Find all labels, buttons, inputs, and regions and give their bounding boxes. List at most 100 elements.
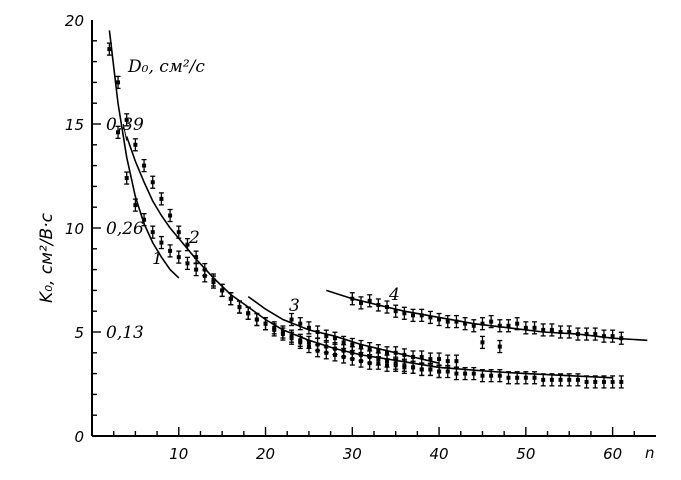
y-tick-label: 0 [74,428,84,446]
data-point-series-2 [280,325,286,339]
data-point-series-1 [479,369,485,383]
point-marker [393,350,398,355]
data-point-series-4 [367,294,373,308]
data-point-series-1 [132,198,138,212]
point-marker [246,311,251,316]
x-tick-label: 20 [256,445,275,463]
data-point-series-4 [601,329,607,343]
y2-tick-label: 0,26 [106,219,144,239]
point-marker [176,230,181,235]
data-point-series-1 [115,125,121,139]
point-marker [454,371,459,376]
data-point-series-1 [471,366,477,381]
curve-label-1: 1 [152,249,163,269]
point-marker [428,315,433,320]
data-point-series-1 [488,369,494,383]
data-point-series-2 [158,192,164,206]
data-point-series-2 [297,333,303,347]
data-point-series-4 [375,298,381,312]
point-marker [497,344,502,349]
data-point-series-3 [323,329,329,343]
x-tick-label: 30 [343,445,362,463]
point-marker [385,350,390,355]
point-marker [445,369,450,374]
data-point-series-1 [601,375,607,389]
data-point-series-4 [575,327,581,341]
data-point-series-2 [132,138,138,152]
data-point-series-2 [210,273,216,287]
point-marker [272,325,277,330]
data-point-series-4 [592,327,598,341]
data-point-series-4 [584,327,590,341]
data-point-series-2 [263,317,269,331]
data-point-series-3 [358,339,364,354]
y-tick-label: 10 [65,220,84,238]
point-marker [619,336,624,341]
point-marker [280,330,285,334]
x-axis-label: n [645,444,655,462]
point-marker [367,354,372,359]
point-marker [532,375,537,380]
point-marker [558,330,563,334]
axes: 10 20 30 40 50 60 0 5 10 15 20 0,13 0,26 0,39 [65,12,656,463]
point-marker [202,267,207,272]
data-point-series-4 [610,329,616,343]
data-point-series-3 [401,348,407,362]
y2-tick-label: 0,39 [106,115,144,135]
data-point-series-2 [228,292,234,306]
data-point-series-1 [176,250,182,264]
point-marker [428,367,433,372]
point-marker [506,323,511,328]
point-marker [471,371,476,376]
point-marker [549,327,554,332]
point-marker [445,359,450,364]
data-point-series-3 [479,335,485,350]
point-marker [497,373,502,378]
point-marker [228,296,233,301]
data-point-series-3 [497,339,503,354]
point-marker [332,336,337,341]
x-tick-label: 10 [169,445,188,463]
x-tick-label: 60 [603,445,622,463]
point-marker [237,305,242,310]
point-marker [263,321,268,326]
point-marker [515,375,520,380]
point-marker [610,334,615,339]
point-marker [376,348,381,353]
fit-lines [108,30,648,379]
point-marker [289,334,294,339]
data-point-series-4 [505,319,511,333]
data-point-series-4 [532,321,538,335]
data-point-series-3 [419,350,425,364]
data-point-series-4 [384,300,390,314]
point-marker [463,371,468,376]
point-marker [220,288,225,293]
point-marker [428,357,433,362]
point-marker [159,196,164,201]
y-axis-label: K₀, см²/В·с [37,212,57,303]
data-points [106,42,624,389]
point-marker [298,338,303,343]
data-point-series-3 [393,346,399,360]
data-point-series-4 [393,304,399,318]
point-marker [142,217,147,222]
point-marker [341,340,346,345]
data-point-series-1 [575,373,581,387]
point-marker [185,242,190,247]
data-point-series-1 [184,256,190,271]
point-marker [402,363,407,368]
fit-line-4 [326,289,648,342]
label-leader [122,123,128,141]
data-point-series-4 [401,306,407,320]
point-marker [298,321,303,326]
data-point-series-4 [514,317,520,331]
data-point-series-1 [124,171,130,185]
point-marker [584,379,589,384]
point-marker [437,357,442,362]
y-tick-label: 5 [74,324,84,342]
data-point-series-2 [237,300,243,314]
point-marker [411,313,416,318]
data-point-series-2 [289,329,295,343]
point-marker [523,325,528,330]
